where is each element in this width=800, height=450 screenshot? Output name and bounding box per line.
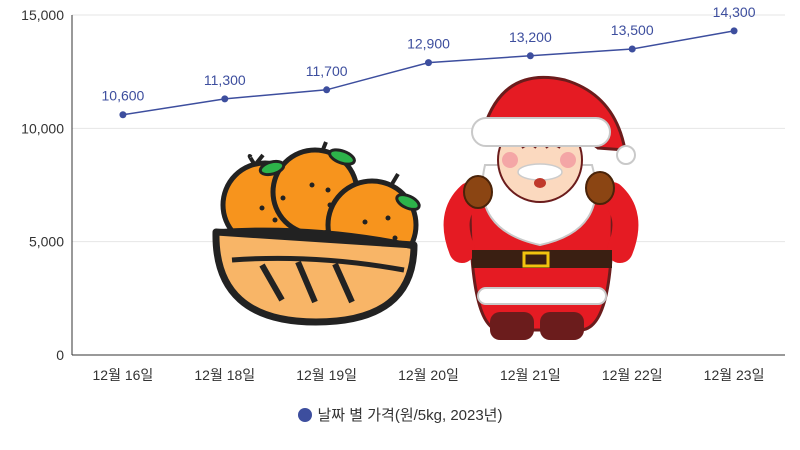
y-tick-label: 10,000: [21, 120, 64, 136]
santa-claus-illustration: [443, 75, 639, 340]
y-tick-labels: 0 5,000 10,000 15,000: [21, 7, 64, 363]
data-point: [526, 52, 534, 60]
x-tick-labels: 12월 16일 12월 18일 12월 19일 12월 20일 12월 21일 12월 2…: [93, 367, 765, 383]
axes: [71, 15, 785, 356]
legend-marker: [297, 407, 312, 422]
x-tick-label: 12월 23일: [704, 367, 765, 383]
data-point: [323, 86, 331, 94]
data-point: [221, 95, 229, 103]
data-labels: 10,600 11,300 11,700 12,900 13,200 13,500 14,3…: [102, 4, 756, 104]
y-tick-label: 0: [56, 347, 64, 363]
x-tick-label: 12월 20일: [398, 367, 459, 383]
data-point: [628, 45, 636, 53]
data-label: 13,500: [611, 22, 654, 38]
series-line-layer: [119, 27, 738, 119]
data-label: 12,900: [407, 36, 450, 52]
legend: 날짜 별 가격(원/5kg, 2023년): [0, 404, 800, 425]
data-label: 11,300: [204, 72, 246, 88]
x-tick-label: 12월 16일: [93, 367, 154, 383]
data-label: 14,300: [713, 4, 756, 20]
legend-label: 날짜 별 가격(원/5kg, 2023년): [317, 407, 503, 424]
data-label: 11,700: [306, 63, 348, 79]
y-tick-label: 5,000: [29, 234, 64, 250]
data-label: 13,200: [509, 29, 552, 45]
x-tick-label: 12월 19일: [296, 367, 357, 383]
x-tick-label: 12월 18일: [194, 367, 255, 383]
grid-lines: [72, 14, 785, 243]
data-label: 10,600: [102, 88, 145, 104]
tangerine-basket-illustration: [212, 141, 421, 326]
x-tick-label: 12월 22일: [602, 367, 663, 383]
x-tick-label: 12월 21일: [500, 367, 561, 383]
data-point: [730, 27, 738, 35]
data-point: [119, 111, 127, 119]
data-point: [425, 59, 432, 67]
y-tick-label: 15,000: [21, 7, 64, 23]
